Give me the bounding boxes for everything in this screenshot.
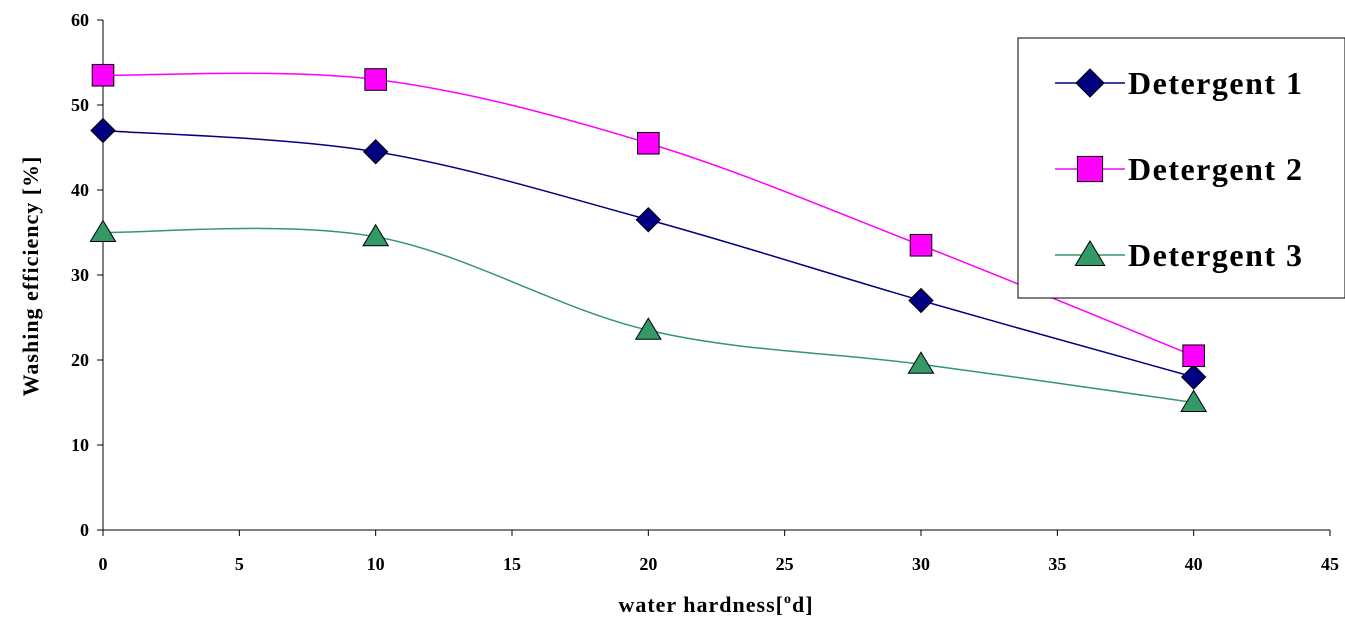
- y-tick-label: 50: [71, 95, 89, 115]
- legend-item: Detergent 2: [1055, 151, 1304, 187]
- legend-marker: [1076, 155, 1104, 183]
- x-axis-title-end: d]: [792, 592, 814, 617]
- x-tick-label: 40: [1185, 554, 1203, 574]
- x-axis-title-sup: o: [784, 592, 792, 607]
- axes: [97, 19, 1331, 536]
- x-tick-label: 15: [503, 554, 521, 574]
- series-3: [89, 219, 1208, 412]
- data-point: [91, 63, 115, 87]
- legend-marker: [1074, 240, 1106, 266]
- data-point: [89, 219, 117, 242]
- y-tick-label: 0: [80, 520, 89, 540]
- x-tick-label: 35: [1048, 554, 1066, 574]
- data-point: [909, 233, 933, 257]
- x-tick-label: 30: [912, 554, 930, 574]
- y-tick-label: 10: [71, 435, 89, 455]
- y-tick-label: 40: [71, 180, 89, 200]
- x-axis-title-main: water hardness[: [618, 592, 784, 617]
- x-tick-label: 5: [235, 554, 244, 574]
- data-point: [90, 117, 116, 144]
- series-1: [90, 117, 1207, 390]
- legend-label: Detergent 1: [1128, 65, 1304, 101]
- legend-item: Detergent 3: [1055, 237, 1304, 273]
- y-tick-label: 20: [71, 350, 89, 370]
- series-layer: [89, 63, 1208, 412]
- data-point: [362, 139, 389, 165]
- data-point: [1180, 389, 1208, 412]
- data-point: [907, 351, 935, 374]
- legend-item: Detergent 1: [1055, 65, 1304, 101]
- tick-labels: 0 10 20 30 40 50 60 0 5 10 15 20 25 30 35 40 45: [71, 10, 1339, 574]
- y-axis-title: Washing efficiency [%]: [18, 156, 43, 397]
- data-point: [634, 317, 662, 340]
- x-tick-label: 20: [639, 554, 657, 574]
- x-tick-label: 25: [776, 554, 794, 574]
- data-point: [1180, 364, 1207, 390]
- x-tick-label: 10: [367, 554, 385, 574]
- data-point: [362, 223, 390, 247]
- x-tick-label: 0: [99, 554, 108, 574]
- legend-label: Detergent 3: [1128, 237, 1304, 273]
- x-tick-label: 45: [1321, 554, 1339, 574]
- data-point: [908, 287, 934, 314]
- legend-label: Detergent 2: [1128, 151, 1304, 187]
- data-point: [635, 207, 662, 233]
- data-point: [364, 68, 387, 91]
- y-tick-label: 30: [71, 265, 89, 285]
- x-axis-title: water hardness[od]: [618, 592, 813, 617]
- series-2: [91, 63, 1205, 368]
- legend: Detergent 1 Detergent 2 Detergent 3: [1017, 37, 1345, 299]
- legend-marker: [1075, 68, 1105, 98]
- y-tick-label: 60: [71, 10, 89, 30]
- data-point: [1182, 344, 1205, 368]
- data-point: [637, 131, 660, 155]
